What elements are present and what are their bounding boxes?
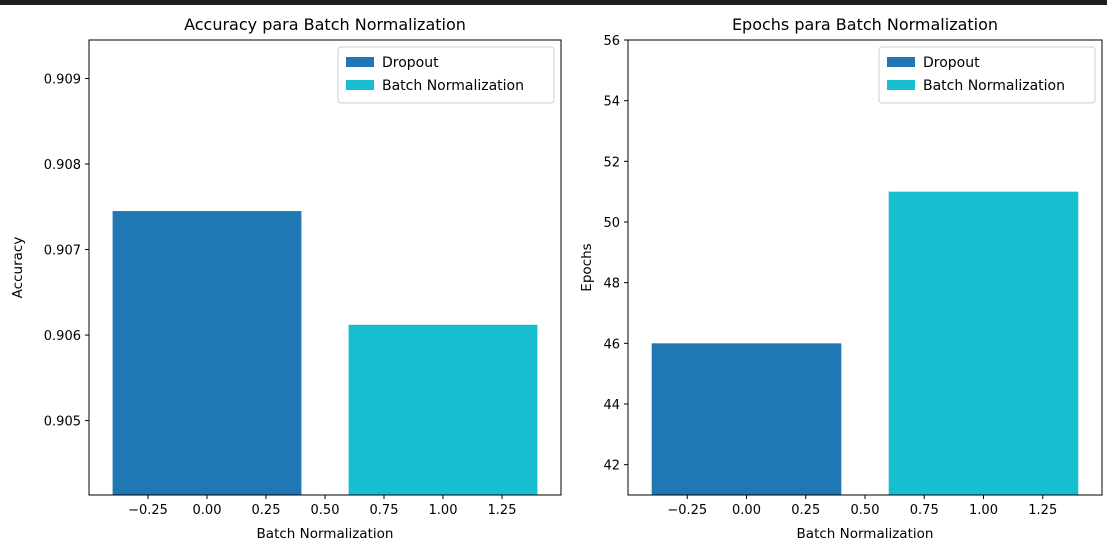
- legend-swatch-dropout: [346, 57, 374, 67]
- legend: Dropout Batch Normalization: [337, 46, 555, 104]
- x-tick-label: 1.00: [969, 503, 998, 518]
- legend-label: Batch Normalization: [382, 78, 524, 94]
- y-tick-label: 0.909: [44, 72, 81, 87]
- legend-label: Dropout: [923, 55, 980, 71]
- y-tick-label: 0.905: [44, 415, 81, 430]
- x-tick-label: 0.50: [311, 503, 340, 518]
- x-tick-label: 1.25: [1028, 503, 1057, 518]
- legend-label: Batch Normalization: [923, 78, 1065, 94]
- y-tick-label: 0.907: [44, 244, 81, 259]
- x-axis-label: Batch Normalization: [797, 526, 934, 542]
- y-tick-label: 56: [603, 34, 620, 49]
- chart-title: Accuracy para Batch Normalization: [184, 15, 466, 34]
- bar-batch-normalization: [888, 191, 1079, 495]
- accuracy-chart: −0.25 0.00 0.25 0.50 0.75 1.00 1.25 0.905 0.906 0…: [10, 15, 562, 542]
- y-tick-label: 52: [603, 155, 620, 170]
- legend-label: Dropout: [382, 55, 439, 71]
- x-tick-label: 1.25: [488, 503, 517, 518]
- legend: Dropout Batch Normalization: [878, 46, 1096, 104]
- x-tick-label: −0.25: [128, 503, 168, 518]
- x-tick-label: 0.00: [193, 503, 222, 518]
- x-tick-label: 0.25: [252, 503, 281, 518]
- x-tick-label: 0.75: [370, 503, 399, 518]
- y-axis-label: Epochs: [579, 243, 595, 291]
- epochs-chart: −0.25 0.00 0.25 0.50 0.75 1.00 1.25 42 44 46 48 50 5…: [579, 15, 1103, 542]
- y-tick-label: 0.908: [44, 158, 81, 173]
- x-tick-label: 0.75: [910, 503, 939, 518]
- x-tick-label: 0.25: [791, 503, 820, 518]
- legend-swatch-batch-normalization: [887, 80, 915, 90]
- bar-dropout: [651, 343, 842, 495]
- y-axis-label: Accuracy: [10, 237, 26, 299]
- legend-box: [337, 46, 555, 104]
- window-top-bar: [0, 0, 1107, 5]
- y-tick-label: 46: [603, 337, 620, 352]
- legend-box: [878, 46, 1096, 104]
- x-tick-label: 1.00: [429, 503, 458, 518]
- chart-title: Epochs para Batch Normalization: [732, 15, 998, 34]
- legend-swatch-dropout: [887, 57, 915, 67]
- y-tick-label: 0.906: [44, 329, 81, 344]
- x-tick-label: 0.50: [851, 503, 880, 518]
- bar-dropout: [112, 211, 302, 496]
- y-tick-label: 44: [603, 398, 620, 413]
- x-tick-label: 0.00: [732, 503, 761, 518]
- y-tick-label: 48: [603, 277, 620, 292]
- y-tick-label: 50: [603, 216, 620, 231]
- y-tick-label: 42: [603, 459, 620, 474]
- bar-batch-normalization: [348, 324, 538, 495]
- legend-swatch-batch-normalization: [346, 80, 374, 90]
- x-axis-label: Batch Normalization: [257, 526, 394, 542]
- y-tick-label: 54: [603, 95, 620, 110]
- x-tick-label: −0.25: [667, 503, 707, 518]
